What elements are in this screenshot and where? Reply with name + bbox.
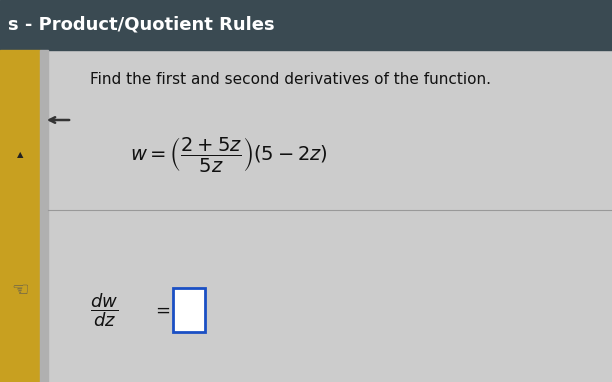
Text: s - Product/Quotient Rules: s - Product/Quotient Rules	[8, 16, 275, 34]
Text: $w = \left(\dfrac{2+5z}{5z}\right)(5-2z)$: $w = \left(\dfrac{2+5z}{5z}\right)(5-2z)…	[130, 136, 328, 175]
Text: ▲: ▲	[17, 151, 23, 160]
Text: ☜: ☜	[11, 280, 29, 299]
Bar	[173, 288, 205, 332]
Bar	[0, 50, 40, 382]
Text: $\dfrac{dw}{dz}$: $\dfrac{dw}{dz}$	[90, 291, 118, 329]
Bar	[0, 0, 612, 50]
Bar	[40, 50, 48, 382]
Text: Find the first and second derivatives of the function.: Find the first and second derivatives of…	[90, 73, 491, 87]
Text: $=$: $=$	[152, 301, 171, 319]
